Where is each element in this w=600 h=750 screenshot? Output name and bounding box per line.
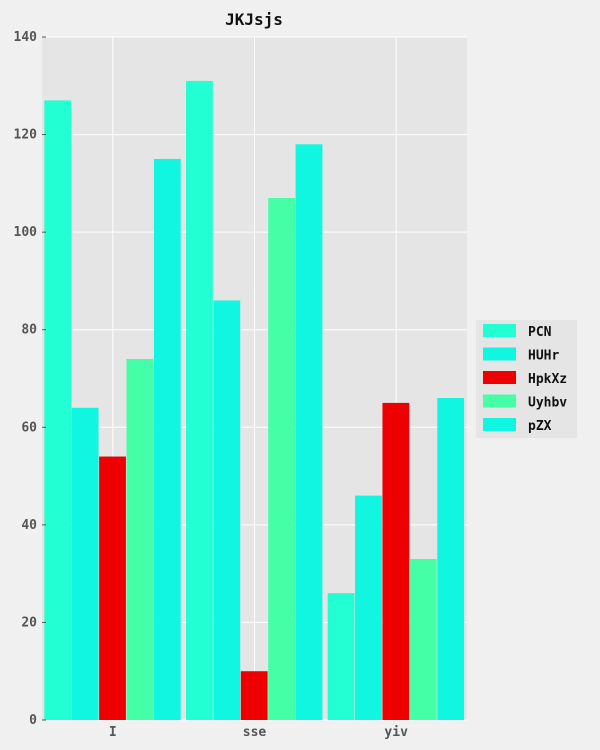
- bar-HpkXz-yiv: [382, 402, 410, 720]
- bar-Uyhbv-sse: [268, 197, 295, 720]
- bar-pZX-I: [153, 158, 181, 720]
- legend-label-Uyhbv: Uyhbv: [528, 396, 567, 411]
- bar-HUHr-yiv: [355, 495, 382, 720]
- bar-pZX-yiv: [437, 398, 465, 720]
- bar-Uyhbv-I: [126, 358, 154, 720]
- bar-HUHr-sse: [213, 300, 241, 720]
- y-tick-label: 120: [14, 128, 38, 143]
- bar-HpkXz-I: [99, 456, 126, 720]
- legend-label-HUHr: HUHr: [528, 349, 559, 364]
- bars: [44, 80, 465, 721]
- y-tick-label: 40: [21, 518, 37, 533]
- x-tick-label: I: [109, 725, 117, 740]
- bar-pZX-sse: [295, 144, 323, 721]
- y-tick-label: 60: [21, 420, 37, 435]
- legend-label-pZX: pZX: [528, 419, 552, 434]
- bar-PCN-I: [44, 100, 72, 720]
- y-tick-label: 80: [21, 323, 37, 338]
- y-tick-label: 100: [14, 225, 38, 240]
- legend: PCN HUHr HpkXz Uyhbv pZX: [476, 320, 577, 438]
- bar-HUHr-I: [71, 407, 99, 720]
- bar-Uyhbv-yiv: [409, 559, 437, 720]
- legend-swatch-HpkXz: [483, 371, 516, 384]
- legend-label-PCN: PCN: [528, 325, 552, 340]
- y-axis: 0 20 40 60 80 100 120 140: [14, 30, 46, 728]
- chart-title: JKJsjs: [225, 10, 283, 29]
- bar-PCN-yiv: [327, 593, 355, 720]
- legend-swatch-Uyhbv: [483, 394, 516, 408]
- legend-label-HpkXz: HpkXz: [528, 372, 567, 387]
- legend-swatch-PCN: [483, 324, 516, 337]
- y-tick-label: 140: [14, 30, 38, 45]
- bar-HpkXz-sse: [240, 671, 268, 720]
- y-tick-label: 0: [29, 713, 37, 728]
- y-tick-label: 20: [21, 615, 37, 630]
- legend-swatch-HUHr: [483, 347, 516, 361]
- legend-swatch-pZX: [483, 418, 516, 431]
- x-tick-label: yiv: [384, 725, 408, 740]
- x-tick-label: sse: [243, 725, 267, 740]
- bar-PCN-sse: [186, 80, 213, 720]
